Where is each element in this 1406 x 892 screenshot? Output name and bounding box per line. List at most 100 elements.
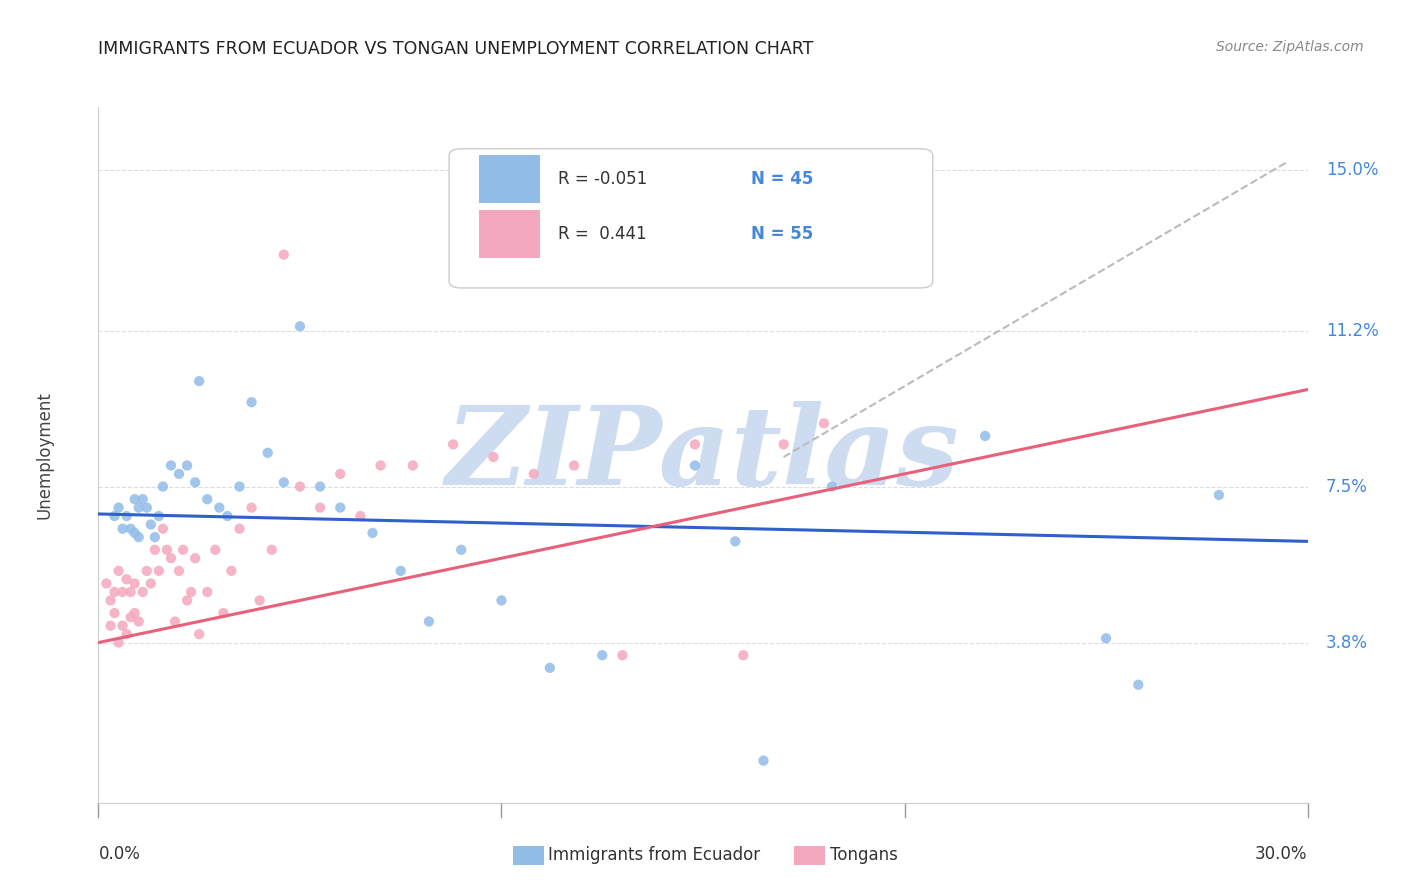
- Point: [132, 492, 155, 507]
- Point: [228, 522, 250, 536]
- Point: [389, 564, 412, 578]
- Text: Source: ZipAtlas.com: Source: ZipAtlas.com: [1216, 40, 1364, 54]
- Text: 3.8%: 3.8%: [1326, 633, 1368, 651]
- Point: [221, 564, 243, 578]
- Point: [683, 437, 706, 451]
- Point: [180, 585, 202, 599]
- Point: [240, 395, 263, 409]
- Point: [752, 754, 775, 768]
- Point: [188, 627, 211, 641]
- Point: [128, 500, 150, 515]
- Point: [260, 542, 283, 557]
- FancyBboxPatch shape: [479, 210, 540, 259]
- Point: [103, 509, 125, 524]
- Point: [160, 458, 183, 473]
- Text: Immigrants from Ecuador: Immigrants from Ecuador: [548, 847, 761, 864]
- Point: [111, 585, 134, 599]
- Point: [309, 500, 332, 515]
- Point: [163, 615, 186, 629]
- Point: [148, 509, 170, 524]
- Point: [172, 542, 194, 557]
- Point: [482, 450, 505, 464]
- Point: [288, 479, 311, 493]
- Text: N = 55: N = 55: [751, 225, 814, 244]
- Text: ZIPatlas: ZIPatlas: [446, 401, 960, 508]
- Point: [195, 585, 218, 599]
- Point: [1208, 488, 1230, 502]
- Point: [212, 606, 235, 620]
- Point: [195, 492, 218, 507]
- Point: [120, 522, 142, 536]
- Point: [450, 542, 472, 557]
- Text: 7.5%: 7.5%: [1326, 477, 1368, 496]
- Point: [208, 500, 231, 515]
- Point: [115, 509, 138, 524]
- Point: [111, 522, 134, 536]
- Text: 15.0%: 15.0%: [1326, 161, 1378, 179]
- Point: [120, 585, 142, 599]
- Point: [107, 635, 129, 649]
- Point: [288, 319, 311, 334]
- Point: [402, 458, 425, 473]
- FancyBboxPatch shape: [449, 149, 932, 288]
- Point: [184, 551, 207, 566]
- Point: [370, 458, 392, 473]
- Point: [217, 509, 239, 524]
- Point: [228, 479, 250, 493]
- Point: [100, 618, 122, 632]
- Point: [329, 467, 352, 481]
- Text: 11.2%: 11.2%: [1326, 321, 1378, 340]
- Point: [349, 509, 371, 524]
- Point: [256, 446, 278, 460]
- Text: R = -0.051: R = -0.051: [558, 170, 647, 188]
- Text: 0.0%: 0.0%: [98, 845, 141, 863]
- Point: [772, 437, 794, 451]
- Point: [143, 530, 166, 544]
- Point: [273, 247, 295, 261]
- Point: [148, 564, 170, 578]
- Point: [103, 606, 125, 620]
- Point: [124, 576, 146, 591]
- Point: [96, 576, 118, 591]
- Point: [115, 572, 138, 586]
- Point: [103, 585, 125, 599]
- Point: [100, 593, 122, 607]
- Point: [107, 564, 129, 578]
- Point: [188, 374, 211, 388]
- Point: [132, 585, 155, 599]
- Point: [111, 618, 134, 632]
- Text: 30.0%: 30.0%: [1256, 845, 1308, 863]
- Point: [813, 417, 835, 431]
- Point: [683, 458, 706, 473]
- Point: [124, 492, 146, 507]
- Text: Tongans: Tongans: [830, 847, 897, 864]
- Point: [107, 500, 129, 515]
- Point: [724, 534, 747, 549]
- FancyBboxPatch shape: [479, 154, 540, 203]
- Point: [974, 429, 997, 443]
- Point: [139, 517, 162, 532]
- Point: [139, 576, 162, 591]
- Point: [491, 593, 513, 607]
- Point: [152, 522, 174, 536]
- Point: [152, 479, 174, 493]
- Text: R =  0.441: R = 0.441: [558, 225, 647, 244]
- Point: [176, 593, 198, 607]
- Point: [176, 458, 198, 473]
- Text: IMMIGRANTS FROM ECUADOR VS TONGAN UNEMPLOYMENT CORRELATION CHART: IMMIGRANTS FROM ECUADOR VS TONGAN UNEMPL…: [98, 40, 814, 58]
- Text: Unemployment: Unemployment: [35, 391, 53, 519]
- Point: [120, 610, 142, 624]
- Point: [124, 525, 146, 540]
- Point: [204, 542, 226, 557]
- Point: [612, 648, 634, 663]
- Point: [441, 437, 464, 451]
- Point: [240, 500, 263, 515]
- Point: [249, 593, 271, 607]
- Point: [156, 542, 179, 557]
- Point: [143, 542, 166, 557]
- Point: [167, 564, 190, 578]
- Point: [418, 615, 440, 629]
- Point: [523, 467, 546, 481]
- Point: [128, 530, 150, 544]
- Point: [1095, 632, 1118, 646]
